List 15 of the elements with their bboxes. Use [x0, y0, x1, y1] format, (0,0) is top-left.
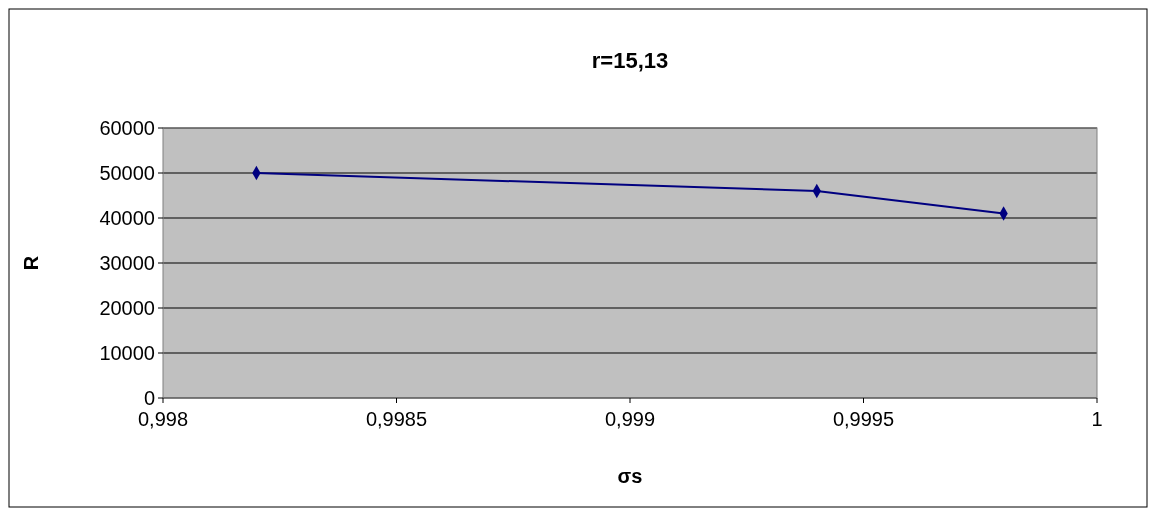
- y-tick-label: 10000: [99, 342, 155, 364]
- x-tick-label: 0,9995: [832, 408, 895, 430]
- chart-title: r=15,13: [591, 48, 669, 73]
- y-tick-label: 0: [143, 387, 155, 409]
- x-tick-label: 0,999: [604, 408, 656, 430]
- x-tick-label: 0,998: [137, 408, 189, 430]
- y-tick-label: 60000: [99, 117, 155, 139]
- y-tick-label: 50000: [99, 162, 155, 184]
- y-axis-title: R: [20, 255, 42, 271]
- x-tick-label: 1: [1091, 408, 1103, 430]
- y-tick-label: 20000: [99, 297, 155, 319]
- x-axis-title: σs: [617, 465, 643, 487]
- y-tick-label: 40000: [99, 207, 155, 229]
- x-tick-label: 0,9985: [365, 408, 428, 430]
- y-tick-label: 30000: [99, 252, 155, 274]
